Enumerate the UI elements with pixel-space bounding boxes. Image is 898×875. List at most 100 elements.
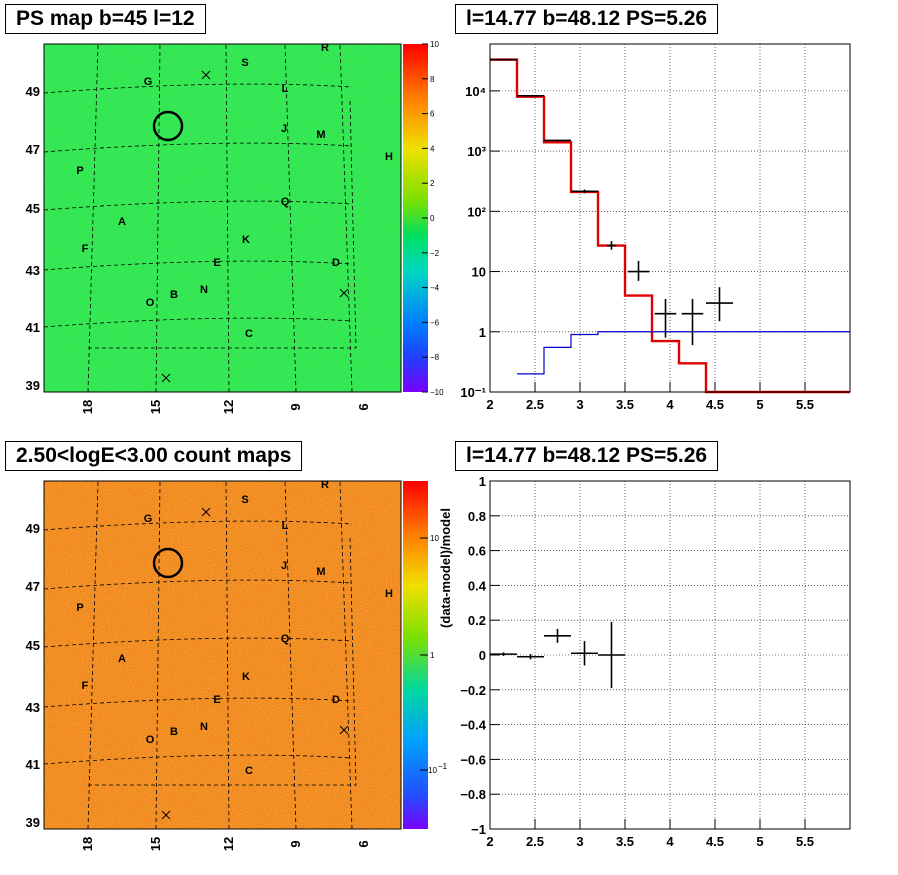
y-tick-label: 0.4	[468, 578, 487, 593]
data-point	[607, 241, 616, 250]
source-label: C	[245, 765, 253, 777]
source-label: B	[170, 289, 178, 301]
colorbar-label: −6	[430, 318, 440, 327]
colorbar-label: 0	[430, 214, 435, 223]
data-point	[681, 299, 704, 346]
data-point	[598, 621, 625, 689]
x-tick-label: 2.5	[526, 397, 544, 412]
y-tick-label: 39	[26, 378, 40, 393]
longitude-gridline	[284, 43, 297, 393]
y-tick-label: 45	[26, 201, 40, 216]
y-tick-label: 0.6	[468, 544, 486, 559]
y-tick-label: 41	[26, 757, 40, 772]
source-label: H	[385, 151, 393, 163]
y-tick-label: 10³	[467, 144, 486, 159]
colorbar-label: 6	[430, 110, 435, 119]
residual-plot: 2 2.5 3 3.5 4 4.5 5 5.5 1 0.8 0.6 0.4 0.2 0 −0.2 −0.4 −0…	[438, 474, 851, 849]
data-point	[654, 299, 677, 338]
ps-map-grid	[43, 43, 357, 393]
longitude-gridline	[225, 480, 230, 830]
source-label: C	[245, 328, 253, 340]
x-tick-label: 4.5	[706, 834, 724, 849]
region-boundary	[88, 536, 357, 786]
y-tick-label: 0.8	[468, 509, 486, 524]
latitude-gridline	[43, 754, 353, 765]
x-tick-label: 4	[666, 397, 674, 412]
source-label: K	[242, 671, 250, 683]
y-tick-label: 1	[479, 325, 486, 340]
source-label: K	[242, 234, 250, 246]
x-tick-label: 12	[221, 837, 236, 851]
model-step-line	[490, 58, 850, 394]
ps-map-frame	[43, 43, 402, 393]
y-tick-label: 0	[479, 648, 486, 663]
source-label: E	[213, 257, 220, 269]
colorbar-label: 10	[428, 766, 437, 775]
longitude-gridline	[155, 43, 161, 393]
y-tick-label: 43	[26, 263, 40, 278]
y-tick-label: 41	[26, 320, 40, 335]
cross-stroke	[201, 70, 211, 80]
x-tick-label: 5	[756, 397, 763, 412]
longitude-gridline	[87, 43, 99, 393]
latitude-gridline	[43, 579, 353, 590]
colorbar-label-exponent: −1	[438, 762, 448, 771]
colorbar-label: −4	[430, 284, 440, 293]
x-tick-label: 15	[148, 837, 163, 851]
source-label: J	[281, 560, 287, 572]
plot-frame	[489, 43, 851, 393]
source-label: Q	[281, 196, 290, 208]
y-axis-title: (data-model)/model	[438, 508, 453, 628]
count-map-noise	[44, 481, 401, 829]
y-tick-label: 10	[472, 265, 486, 280]
source-label: H	[385, 588, 393, 600]
data-point	[544, 628, 571, 643]
latitude-gridline	[43, 637, 353, 648]
latitude-gridline	[43, 317, 353, 328]
count-map-grid	[43, 480, 357, 830]
source-label: M	[316, 566, 325, 578]
background-step-line	[517, 331, 850, 375]
x-tick-label: 3	[576, 834, 583, 849]
longitude-gridline	[225, 43, 230, 393]
ps-map-axes: 18 15 12 9 6 49 47 45 43 41 39	[26, 84, 371, 414]
x-tick-label: 4.5	[706, 397, 724, 412]
circle-marker-icon	[152, 547, 184, 579]
source-label: O	[146, 734, 155, 746]
latitude-gridline	[43, 142, 353, 153]
cross-stroke	[161, 810, 171, 820]
source-label: O	[146, 297, 155, 309]
x-tick-label: 5.5	[796, 397, 814, 412]
source-label: N	[200, 721, 208, 733]
longitude-gridline	[284, 480, 297, 830]
ps-map-title: PS map b=45 l=12	[5, 4, 206, 34]
residual-title: l=14.77 b=48.12 PS=5.26	[455, 441, 719, 471]
longitude-gridline	[339, 43, 353, 393]
y-tick-label: 49	[26, 84, 40, 99]
data-point	[627, 260, 650, 281]
latitude-gridline	[43, 83, 353, 94]
colorbar-label: 1	[430, 651, 435, 660]
colorbar-label: 4	[430, 144, 435, 153]
colorbar-label: 8	[430, 75, 435, 84]
spectrum-plot: 2 2.5 3 3.5 4 4.5 5 5.5 10⁻¹ 1 10 10² 10³ 10⁴	[460, 43, 851, 412]
y-tick-label: −0.8	[460, 787, 486, 802]
y-tick-label: 45	[26, 638, 40, 653]
data-point	[571, 189, 598, 194]
y-tick-label: −0.6	[460, 752, 486, 767]
y-tick-label: 39	[26, 815, 40, 830]
source-label: B	[170, 726, 178, 738]
y-tick-label: 1	[479, 474, 486, 489]
y-tick-label: 10²	[467, 204, 486, 219]
y-tick-label: −1	[471, 822, 486, 837]
ps-map-noise	[44, 44, 401, 392]
cross-marker-icon	[201, 507, 211, 517]
count-map-axes: 18 15 12 9 6 49 47 45 43 41 39	[26, 521, 371, 851]
longitude-gridline	[155, 480, 161, 830]
colorbar-label: 2	[430, 179, 435, 188]
source-label: L	[282, 520, 289, 532]
source-label: P	[76, 602, 83, 614]
data-point	[490, 58, 517, 61]
longitude-gridline	[339, 480, 353, 830]
count-map-source-labels: G S R L J M H P Q A F K E D O B N C	[76, 479, 393, 820]
